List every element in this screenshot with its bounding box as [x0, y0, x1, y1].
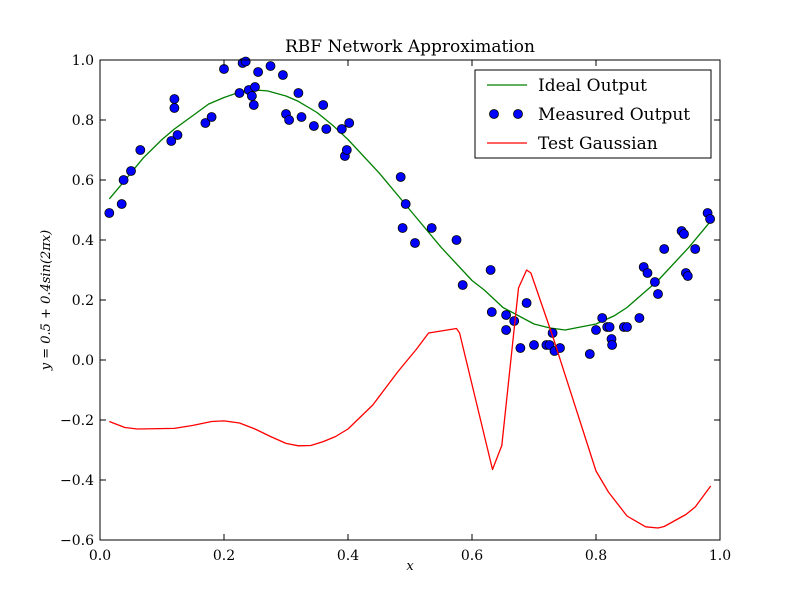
y-tick-label: −0.6 [60, 533, 94, 549]
measured-point [169, 94, 180, 104]
measured-point [451, 235, 462, 245]
measured-point [248, 100, 259, 110]
measured-point [679, 229, 689, 239]
y-tick-label: 1.0 [72, 53, 94, 69]
measured-point [250, 82, 260, 92]
measured-point [395, 172, 406, 182]
measured-point [607, 340, 617, 350]
series-line-ideal-output [108, 89, 712, 331]
measured-point [622, 322, 632, 332]
y-tick-label: −0.4 [60, 473, 94, 489]
measured-point [634, 313, 645, 323]
measured-point [426, 223, 437, 233]
measured-point [265, 61, 276, 71]
measured-point [116, 199, 127, 209]
measured-point [690, 244, 701, 254]
y-tick-label: 0.6 [72, 173, 94, 189]
measured-point [104, 208, 115, 218]
x-tick-label: 0.0 [89, 548, 111, 564]
measured-point [485, 265, 496, 275]
y-tick-label: −0.2 [60, 413, 94, 429]
measured-point [277, 70, 288, 80]
legend-ideal-label: Ideal Output [538, 76, 647, 96]
measured-point [200, 118, 211, 128]
measured-point [397, 223, 408, 233]
y-tick-label: 0.0 [72, 353, 94, 369]
measured-point [659, 244, 670, 254]
measured-point [650, 277, 660, 287]
legend-gaussian-label: Test Gaussian [538, 134, 658, 154]
measured-point [653, 289, 663, 299]
legend-measured-label: Measured Output [538, 105, 690, 125]
measured-point [515, 343, 526, 353]
measured-point [597, 313, 608, 323]
x-tick-label: 0.8 [585, 548, 607, 564]
measured-point [344, 118, 355, 128]
measured-point [642, 268, 653, 278]
y-tick-label: 0.4 [72, 233, 94, 249]
measured-point [240, 56, 251, 67]
measured-point [308, 121, 319, 131]
measured-point [206, 112, 217, 122]
measured-point [234, 88, 245, 98]
measured-point [521, 298, 532, 308]
measured-point [169, 103, 180, 113]
measured-point [604, 322, 615, 332]
y-axis-ticks: −0.6 −0.4 −0.2 0.0 0.2 0.4 0.6 0.8 1.0 [60, 53, 720, 549]
measured-point [584, 349, 595, 359]
measured-point [410, 238, 420, 248]
measured-point [253, 67, 264, 77]
measured-point [118, 175, 129, 185]
y-axis-label: y = 0.5 + 0.4sin(2πx) [39, 230, 54, 372]
measured-point [318, 100, 329, 110]
measured-point [296, 112, 307, 122]
legend-measured-marker [513, 109, 523, 119]
x-axis-ticks: 0.0 0.2 0.4 0.6 0.8 1.0 [89, 60, 731, 564]
x-tick-label: 0.4 [337, 548, 359, 564]
legend-measured-marker [489, 109, 499, 119]
measured-point [486, 307, 497, 317]
measured-point [591, 325, 601, 335]
measured-point [126, 166, 136, 176]
measured-point [336, 124, 347, 134]
x-tick-label: 0.2 [213, 548, 235, 564]
plot-series-layer [104, 56, 715, 529]
measured-point [246, 91, 257, 101]
measured-point [166, 136, 177, 146]
x-tick-label: 1.0 [709, 548, 731, 564]
measured-point [341, 145, 352, 155]
measured-point [284, 115, 295, 125]
measured-point [501, 310, 512, 320]
legend: Ideal Output Measured Output Test Gaussi… [474, 69, 712, 159]
measured-point [135, 145, 146, 155]
measured-point [321, 124, 332, 134]
measured-point [705, 214, 715, 224]
measured-point [501, 325, 512, 335]
series-line-test-gaussian [109, 269, 712, 529]
x-axis-label: x [406, 559, 414, 574]
measured-point [293, 88, 304, 98]
measured-point [529, 340, 539, 350]
measured-point [457, 280, 468, 290]
measured-point [682, 271, 693, 281]
y-tick-label: 0.8 [72, 113, 94, 129]
x-tick-label: 0.6 [461, 548, 483, 564]
y-tick-label: 0.2 [72, 293, 94, 309]
measured-point [172, 130, 183, 140]
measured-point [400, 199, 411, 209]
chart-title: RBF Network Approximation [285, 37, 535, 57]
